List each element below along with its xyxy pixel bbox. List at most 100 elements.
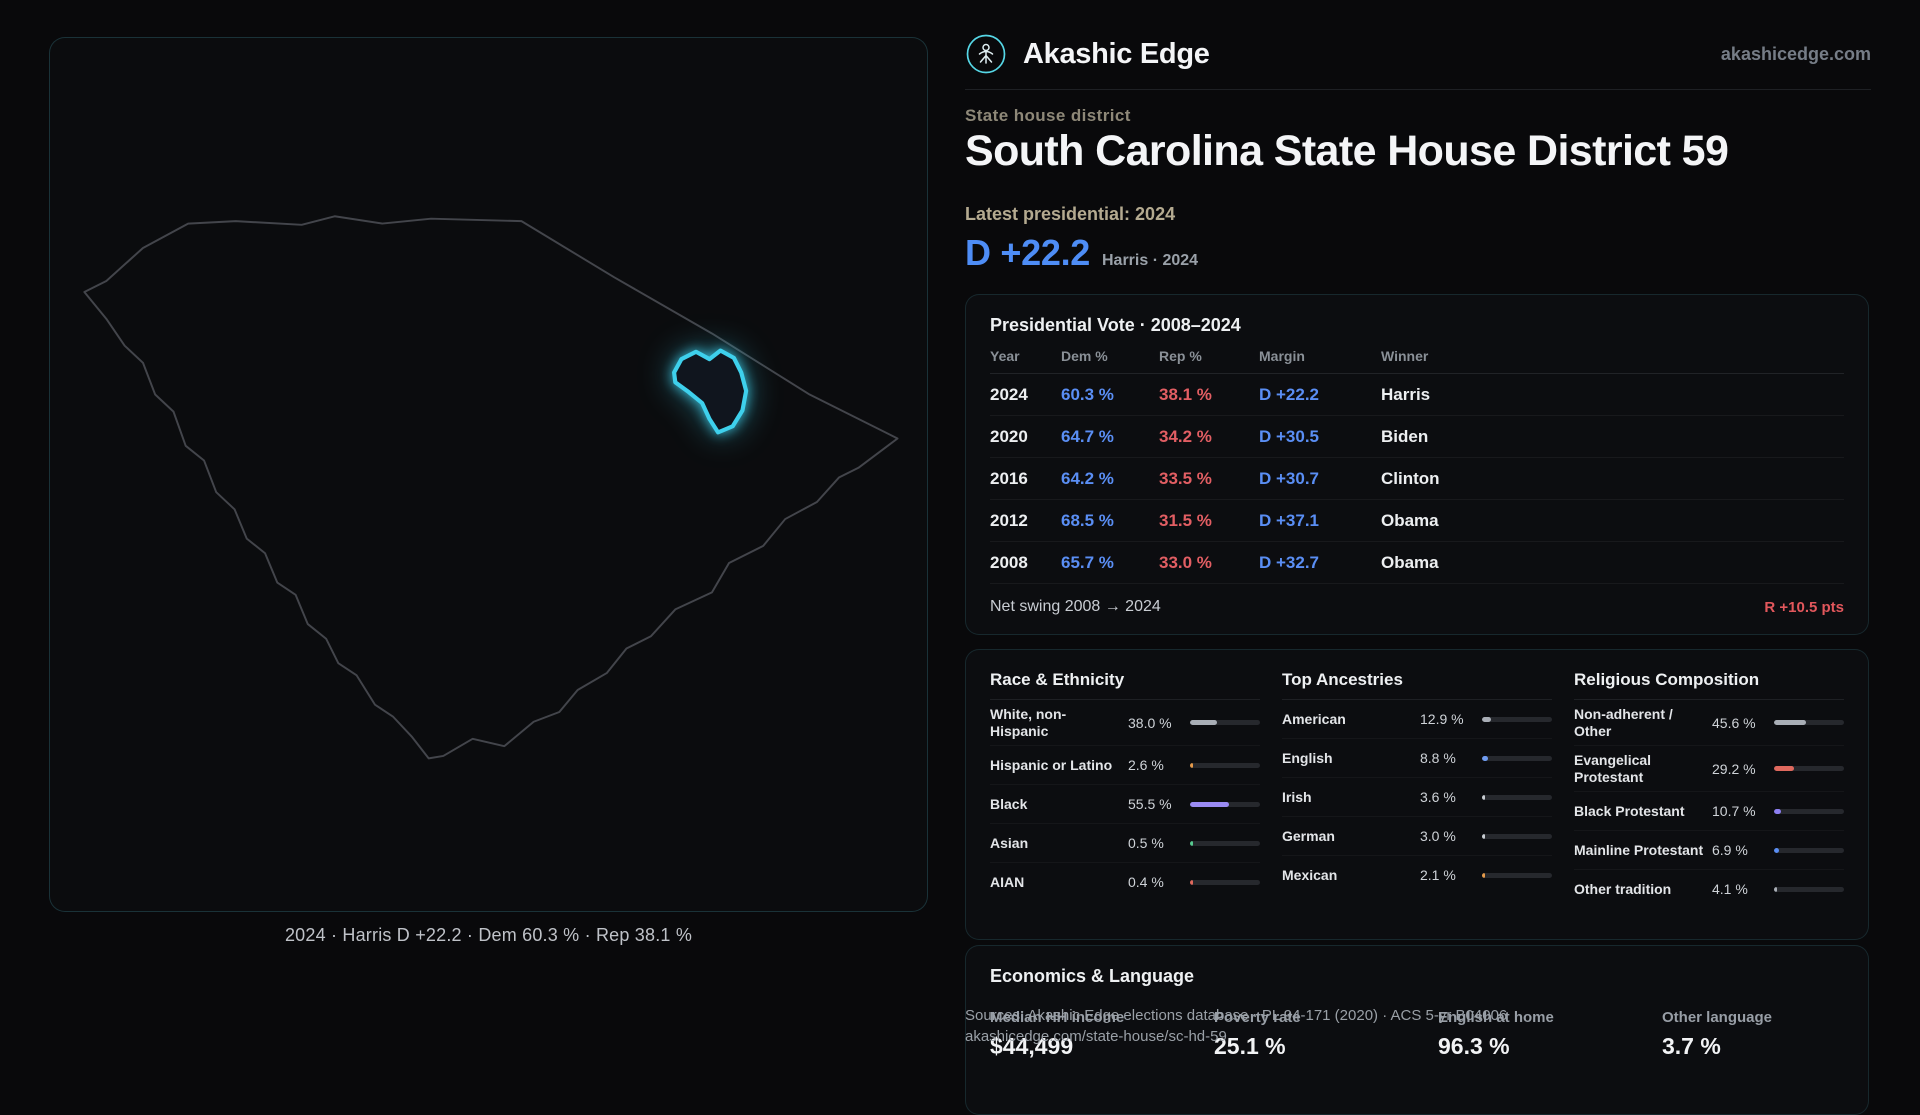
economics-stat: Poverty rate 25.1 % (1214, 1009, 1438, 1060)
economics-stat: Median HH income $44,499 (990, 1009, 1214, 1060)
demo-bar-track (1482, 872, 1552, 878)
stat-label: Median HH income (990, 1009, 1125, 1026)
vote-column-header: Rep % (1159, 348, 1202, 364)
ancestries-section: Top Ancestries American 12.9 % English 8.8 … (1282, 670, 1552, 919)
demo-bar-track (1774, 847, 1844, 853)
demo-row: English 8.8 % (1282, 739, 1552, 778)
vote-rep-pct: 34.2 % (1159, 426, 1212, 446)
demo-row: Hispanic or Latino 2.6 % (990, 746, 1260, 786)
vote-winner: Harris (1381, 384, 1431, 404)
demo-row: Mainline Protestant 6.9 % (1574, 831, 1844, 871)
demo-bar-fill (1482, 716, 1492, 722)
demo-label: English (1282, 749, 1333, 766)
footer-permalink-link[interactable]: akashicedge.com/state-house/sc-hd-59 (965, 1028, 1227, 1045)
demo-row: American 12.9 % (1282, 700, 1552, 739)
demo-value: 6.9 % (1712, 842, 1748, 859)
demo-bar-fill (1482, 872, 1485, 878)
demo-bar-track (1774, 886, 1844, 892)
map-caption: 2024 · Harris D +22.2 · Dem 60.3 % · Rep… (284, 925, 693, 945)
demo-value: 0.5 % (1128, 835, 1164, 852)
header-divider (965, 89, 1871, 90)
demo-bar-fill (1482, 833, 1485, 839)
demo-value: 10.7 % (1712, 803, 1756, 820)
ancestries-rows: American 12.9 % English 8.8 % Irish 3.6 % Germ… (1282, 700, 1552, 894)
vote-rep-pct: 38.1 % (1159, 384, 1212, 404)
vote-margin: D +30.7 (1259, 468, 1320, 488)
religion-rows: Non-adherent / Other 45.6 % Evangelical Pr… (1574, 700, 1844, 908)
vote-margin: D +37.1 (1259, 510, 1320, 530)
header: Akashic Edge akashicedge.com (965, 31, 1871, 77)
net-swing-label: Net swing 2008 → 2024 (990, 598, 1161, 615)
demo-label: Mexican (1282, 866, 1338, 883)
demo-bar-fill (1774, 847, 1779, 853)
vote-dem-pct: 64.2 % (1061, 468, 1114, 488)
demographics-panel: Race & Ethnicity White, non-Hispanic 38.0… (965, 649, 1869, 940)
demo-bar-fill (1482, 755, 1489, 761)
demo-bar-track (1190, 762, 1260, 768)
demo-value: 0.4 % (1128, 874, 1164, 891)
demo-label: White, non-Hispanic (990, 706, 1067, 739)
demo-row: AIAN 0.4 % (990, 863, 1260, 901)
economics-stat: Other language 3.7 % (1662, 1009, 1886, 1060)
demo-label: American (1282, 710, 1346, 727)
demo-label: Black Protestant (1574, 802, 1685, 819)
vote-year: 2016 (990, 468, 1028, 488)
stat-value: $44,499 (990, 1033, 1074, 1059)
vote-column-header: Winner (1381, 348, 1429, 364)
vote-winner: Biden (1381, 426, 1429, 446)
page: 2024 · Harris D +22.2 · Dem 60.3 % · Rep… (49, 0, 1871, 1115)
vote-dem-pct: 60.3 % (1061, 384, 1114, 404)
vote-dem-pct: 68.5 % (1061, 510, 1114, 530)
economics-title: Economics & Language (990, 966, 1195, 986)
presidential-vote-title: Presidential Vote · 2008–2024 (990, 315, 1241, 335)
demo-bar-track (1190, 720, 1260, 726)
demo-row: Asian 0.5 % (990, 824, 1260, 864)
vote-year: 2008 (990, 552, 1028, 572)
demo-label: AIAN (990, 873, 1025, 890)
demo-row: Non-adherent / Other 45.6 % (1574, 700, 1844, 747)
stat-value: 25.1 % (1214, 1033, 1286, 1059)
vote-table-row: 2008 65.7 % 33.0 % D +32.7 Obama (990, 542, 1844, 584)
latest-presidential-label: Latest presidential: 2024 (965, 204, 1176, 224)
vote-winner: Clinton (1381, 468, 1440, 488)
demo-bar-track (1482, 833, 1552, 839)
vote-table-row: 2024 60.3 % 38.1 % D +22.2 Harris (990, 374, 1844, 416)
brand-domain-link[interactable]: akashicedge.com (1720, 43, 1871, 64)
net-swing-row: Net swing 2008 → 2024 R +10.5 pts (990, 584, 1844, 630)
vote-margin: D +30.5 (1259, 426, 1320, 446)
demo-label: Black (990, 795, 1028, 812)
demo-value: 2.6 % (1128, 757, 1164, 774)
demo-bar-track (1482, 755, 1552, 761)
vote-winner: Obama (1381, 552, 1439, 572)
demo-row: German 3.0 % (1282, 817, 1552, 856)
demo-value: 4.1 % (1712, 881, 1748, 898)
demo-bar-track (1190, 801, 1260, 807)
demo-row: Black Protestant 10.7 % (1574, 792, 1844, 832)
stat-label: English at home (1438, 1009, 1554, 1026)
demo-value: 29.2 % (1712, 760, 1756, 777)
stat-label: Other language (1662, 1009, 1773, 1026)
demo-label: Irish (1282, 788, 1312, 805)
demo-value: 45.6 % (1712, 714, 1756, 731)
vote-winner: Obama (1381, 510, 1439, 530)
demo-value: 12.9 % (1420, 711, 1464, 727)
religion-section: Religious Composition Non-adherent / Oth… (1574, 670, 1844, 919)
vote-year: 2024 (990, 384, 1028, 404)
demo-label: Non-adherent / Other (1574, 706, 1673, 739)
demo-row: Irish 3.6 % (1282, 778, 1552, 817)
stat-value: 3.7 % (1662, 1033, 1721, 1059)
economics-stats: Median HH income $44,499 Poverty rate 25.1 … (990, 1009, 1844, 1060)
main-content: Akashic Edge akashicedge.com State house… (965, 0, 1871, 1115)
demo-bar-track (1482, 794, 1552, 800)
stat-label: Poverty rate (1214, 1009, 1301, 1026)
vote-margin: D +32.7 (1259, 552, 1320, 572)
demo-bar-fill (1774, 808, 1782, 814)
vote-margin: D +22.2 (1259, 384, 1320, 404)
ancestries-title: Top Ancestries (1282, 670, 1552, 700)
vote-table-row: 2016 64.2 % 33.5 % D +30.7 Clinton (990, 458, 1844, 500)
demo-bar-fill (1190, 801, 1229, 807)
demo-bar-fill (1190, 840, 1193, 846)
demo-value: 55.5 % (1128, 796, 1172, 813)
district-type-kicker: State house district (965, 106, 1131, 125)
economics-stat: English at home 96.3 % (1438, 1009, 1662, 1060)
